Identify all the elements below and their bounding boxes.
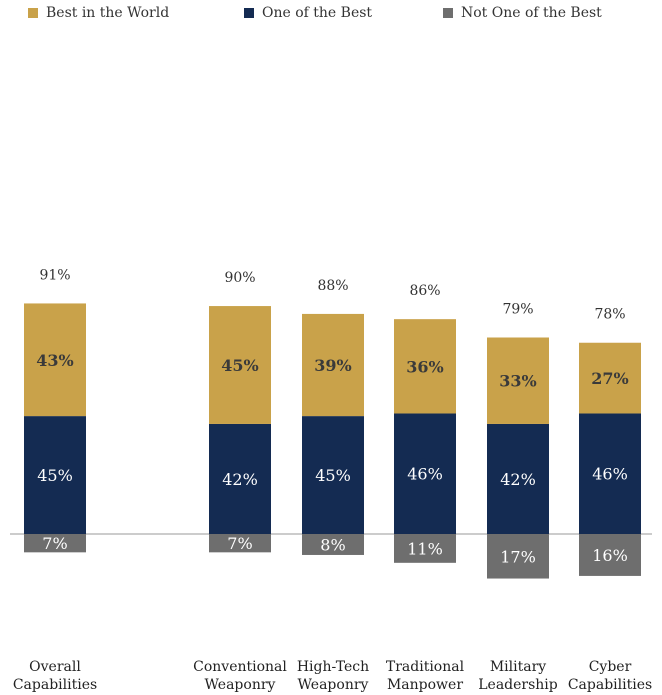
data-label-not-one-of-the-best: 11% xyxy=(407,539,443,558)
chart-legend: Best in the World One of the Best Not On… xyxy=(0,5,662,27)
bar-not-one-of-the-best xyxy=(487,534,549,579)
category-label-line-2: Weaponry xyxy=(205,677,276,693)
data-label-not-one-of-the-best: 8% xyxy=(320,535,345,554)
category-label-line-2: Manpower xyxy=(387,677,463,693)
data-label-best-in-the-world: 45% xyxy=(221,356,258,375)
bar-not-one-of-the-best xyxy=(24,534,86,553)
legend-swatch-not-one-of-the-best xyxy=(443,8,453,18)
bar-one-of-the-best xyxy=(487,423,549,534)
bar-not-one-of-the-best xyxy=(579,534,641,576)
bar-not-one-of-the-best xyxy=(302,534,364,555)
legend-swatch-one-of-the-best xyxy=(244,8,254,18)
bar-one-of-the-best xyxy=(302,416,364,534)
category-label-line-1: Traditional xyxy=(386,659,465,675)
legend-item-one-of-the-best: One of the Best xyxy=(244,5,372,21)
category-label-line-2: Weaponry xyxy=(298,677,369,693)
total-label: 78% xyxy=(594,307,625,323)
data-label-one-of-the-best: 42% xyxy=(500,470,536,489)
bar-best-in-the-world xyxy=(209,306,271,424)
legend-swatch-best-in-the-world xyxy=(28,8,38,18)
total-label: 91% xyxy=(39,267,70,283)
bar-best-in-the-world xyxy=(394,319,456,414)
data-label-best-in-the-world: 36% xyxy=(406,357,443,376)
bar-not-one-of-the-best xyxy=(394,534,456,563)
data-label-one-of-the-best: 46% xyxy=(407,465,443,484)
legend-item-not-one-of-the-best: Not One of the Best xyxy=(443,5,602,21)
data-label-not-one-of-the-best: 16% xyxy=(592,546,628,565)
bar-one-of-the-best xyxy=(24,416,86,534)
total-label: 86% xyxy=(409,283,440,299)
data-label-one-of-the-best: 45% xyxy=(37,466,73,485)
category-label-line-1: High-Tech xyxy=(297,659,369,675)
bar-not-one-of-the-best xyxy=(209,534,271,553)
data-label-one-of-the-best: 46% xyxy=(592,465,628,484)
bar-one-of-the-best xyxy=(579,413,641,534)
data-label-not-one-of-the-best: 7% xyxy=(227,534,252,553)
bar-one-of-the-best xyxy=(209,423,271,534)
category-label-line-2: Capabilities xyxy=(568,677,652,693)
data-label-best-in-the-world: 33% xyxy=(499,372,536,391)
total-label: 88% xyxy=(317,278,348,294)
bar-best-in-the-world xyxy=(24,303,86,417)
legend-item-best-in-the-world: Best in the World xyxy=(28,5,169,21)
data-label-not-one-of-the-best: 17% xyxy=(500,547,536,566)
legend-label-not-one-of-the-best: Not One of the Best xyxy=(461,5,602,21)
bar-one-of-the-best xyxy=(394,413,456,534)
data-label-best-in-the-world: 43% xyxy=(36,351,73,370)
category-label-line-2: Leadership xyxy=(478,677,558,693)
data-label-best-in-the-world: 27% xyxy=(591,369,628,388)
category-label-line-1: Cyber xyxy=(589,659,632,675)
data-label-best-in-the-world: 39% xyxy=(314,356,351,375)
data-label-one-of-the-best: 42% xyxy=(222,470,258,489)
category-label-line-2: Capabilities xyxy=(13,677,97,693)
data-label-one-of-the-best: 45% xyxy=(315,466,351,485)
total-label: 79% xyxy=(502,302,533,318)
bar-best-in-the-world xyxy=(302,313,364,417)
total-label: 90% xyxy=(224,270,255,286)
category-label-line-1: Military xyxy=(490,659,546,675)
bar-best-in-the-world xyxy=(487,337,549,424)
bar-best-in-the-world xyxy=(579,342,641,414)
category-label-line-1: Overall xyxy=(29,659,81,675)
data-label-not-one-of-the-best: 7% xyxy=(42,534,67,553)
category-label-line-1: Conventional xyxy=(193,659,287,675)
legend-label-best-in-the-world: Best in the World xyxy=(46,5,170,21)
legend-label-one-of-the-best: One of the Best xyxy=(262,5,373,21)
